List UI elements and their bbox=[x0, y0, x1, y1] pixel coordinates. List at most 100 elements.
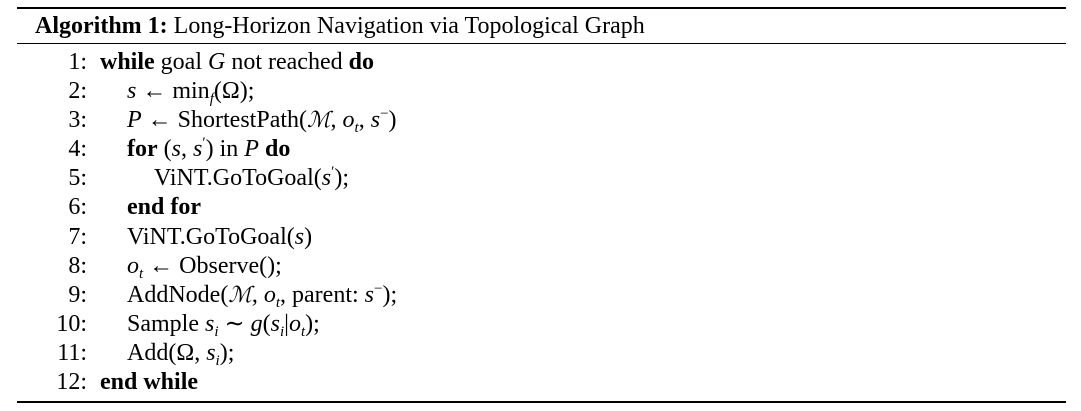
add-call: Add bbox=[127, 339, 169, 366]
line-number: 7: bbox=[68, 223, 87, 250]
while-keyword: while bbox=[100, 49, 155, 75]
line-content: s ← minf(Ω); bbox=[127, 78, 255, 108]
algorithm-line-6: 6: end for bbox=[17, 193, 1066, 222]
observe-call: Observe(); bbox=[179, 252, 282, 279]
algorithm-lines: 1: while goal G not reached do 2: s ← mi… bbox=[17, 44, 1066, 397]
graph-symbol: ℳ bbox=[228, 282, 252, 308]
observation-symbol: o bbox=[288, 310, 301, 337]
minus-superscript: − bbox=[380, 106, 389, 123]
line-number: 8: bbox=[68, 252, 87, 279]
end-while-keyword: end while bbox=[100, 369, 199, 396]
path-symbol: P bbox=[244, 136, 259, 163]
subgoal-prime-symbol: s bbox=[193, 136, 203, 163]
do-keyword: do bbox=[348, 49, 374, 75]
time-subscript: t bbox=[300, 323, 306, 340]
prime-superscript: ′ bbox=[202, 135, 206, 152]
algorithm-line-8: 8: ot ← Observe(); bbox=[17, 252, 1066, 282]
min-subscript: f bbox=[209, 91, 214, 108]
line-content: end while bbox=[100, 368, 198, 397]
line-content: end for bbox=[127, 193, 201, 222]
line-number: 6: bbox=[68, 194, 87, 221]
algorithm-line-11: 11: Add(Ω, si); bbox=[17, 339, 1066, 369]
assign-arrow: ← bbox=[149, 252, 174, 279]
observation-symbol: o bbox=[263, 281, 276, 308]
minus-superscript: − bbox=[374, 280, 383, 297]
line-number: 4: bbox=[68, 136, 87, 163]
subgoal-symbol: s bbox=[206, 339, 216, 366]
subgoal-symbol: s bbox=[127, 78, 137, 105]
path-symbol: P bbox=[127, 107, 142, 134]
algorithm-caption: Algorithm 1: Long-Horizon Navigation via… bbox=[17, 9, 1066, 43]
line-content: ViNT.GoToGoal(s′); bbox=[154, 164, 350, 192]
line-number: 5: bbox=[68, 165, 87, 192]
line-number: 2: bbox=[68, 78, 87, 105]
parent-text: parent: bbox=[292, 281, 359, 308]
subgoal-symbol: s bbox=[370, 107, 381, 134]
algorithm-line-2: 2: s ← minf(Ω); bbox=[17, 77, 1066, 108]
algorithm-block: Algorithm 1: Long-Horizon Navigation via… bbox=[17, 7, 1066, 404]
assign-arrow: ← bbox=[142, 78, 167, 105]
algorithm-line-1: 1: while goal G not reached do bbox=[17, 48, 1066, 77]
line-content: for (s, s′) in P do bbox=[127, 135, 291, 163]
line-content: P ← ShortestPath(ℳ, ot, s−) bbox=[127, 106, 397, 137]
line-number: 12: bbox=[56, 369, 87, 396]
end-for-keyword: end for bbox=[127, 194, 201, 221]
algorithm-line-12: 12: end while bbox=[17, 368, 1066, 397]
algorithm-line-10: 10: Sample si ∼ g(si|ot); bbox=[17, 310, 1066, 340]
time-subscript: t bbox=[275, 294, 281, 311]
observation-symbol: o bbox=[342, 107, 355, 134]
line-number: 1: bbox=[68, 49, 87, 75]
algorithm-line-4: 4: for (s, s′) in P do bbox=[17, 135, 1066, 164]
assign-arrow: ← bbox=[147, 107, 172, 134]
bottom-rule bbox=[17, 401, 1066, 404]
line-number: 3: bbox=[68, 107, 87, 134]
shortest-path-call: ShortestPath bbox=[177, 107, 300, 134]
line-content: AddNode(ℳ, ot, parent: s−); bbox=[127, 280, 398, 311]
do-keyword: do bbox=[264, 136, 291, 163]
line-number: 10: bbox=[56, 310, 87, 337]
algorithm-label: Algorithm 1: bbox=[35, 13, 168, 39]
goto-goal-call: ViNT.GoToGoal bbox=[154, 165, 314, 192]
time-subscript: t bbox=[139, 265, 144, 282]
algorithm-line-3: 3: P ← ShortestPath(ℳ, ot, s−) bbox=[17, 106, 1066, 137]
graph-symbol: ℳ bbox=[307, 108, 331, 134]
algorithm-title: Long-Horizon Navigation via Topological … bbox=[173, 13, 645, 39]
line-content: Add(Ω, si); bbox=[127, 339, 235, 369]
subgoal-symbol: s bbox=[205, 310, 215, 337]
line-content: while goal G not reached do bbox=[100, 48, 374, 77]
index-subscript: i bbox=[279, 323, 285, 340]
algorithm-line-7: 7: ViNT.GoToGoal(s) bbox=[17, 223, 1066, 252]
omega-symbol: Ω bbox=[176, 339, 195, 366]
line-content: ViNT.GoToGoal(s) bbox=[127, 223, 313, 250]
line-content: Sample si ∼ g(si|ot); bbox=[127, 310, 320, 340]
min-operator: min bbox=[172, 78, 210, 105]
caption-rule bbox=[17, 43, 1066, 44]
goto-goal-call: ViNT.GoToGoal bbox=[127, 223, 287, 250]
top-rule bbox=[17, 7, 1066, 9]
algorithm-line-9: 9: AddNode(ℳ, ot, parent: s−); bbox=[17, 281, 1066, 310]
not-reached-text: not reached bbox=[231, 49, 343, 75]
add-node-call: AddNode bbox=[127, 281, 221, 308]
tilde-symbol: ∼ bbox=[224, 310, 245, 337]
subgoal-symbol: s bbox=[270, 310, 280, 337]
prime-superscript: ′ bbox=[331, 164, 335, 181]
goal-symbol: G bbox=[208, 49, 226, 75]
goal-text: goal bbox=[160, 49, 202, 75]
subgoal-symbol: s bbox=[364, 281, 375, 308]
in-text: in bbox=[219, 136, 239, 163]
index-subscript: i bbox=[215, 352, 220, 369]
line-number: 11: bbox=[57, 339, 87, 366]
subgoal-symbol: s bbox=[171, 136, 181, 163]
index-subscript: i bbox=[214, 323, 219, 340]
observation-symbol: o bbox=[127, 252, 139, 279]
generator-symbol: g bbox=[250, 310, 263, 337]
line-content: ot ← Observe(); bbox=[127, 252, 282, 282]
subgoal-prime-symbol: s bbox=[321, 165, 332, 192]
sample-text: Sample bbox=[127, 310, 199, 337]
omega-symbol: Ω bbox=[221, 78, 240, 105]
for-keyword: for bbox=[127, 136, 158, 163]
subgoal-symbol: s bbox=[294, 223, 305, 250]
time-subscript: t bbox=[354, 120, 359, 137]
line-number: 9: bbox=[68, 281, 87, 308]
algorithm-line-5: 5: ViNT.GoToGoal(s′); bbox=[17, 164, 1066, 193]
